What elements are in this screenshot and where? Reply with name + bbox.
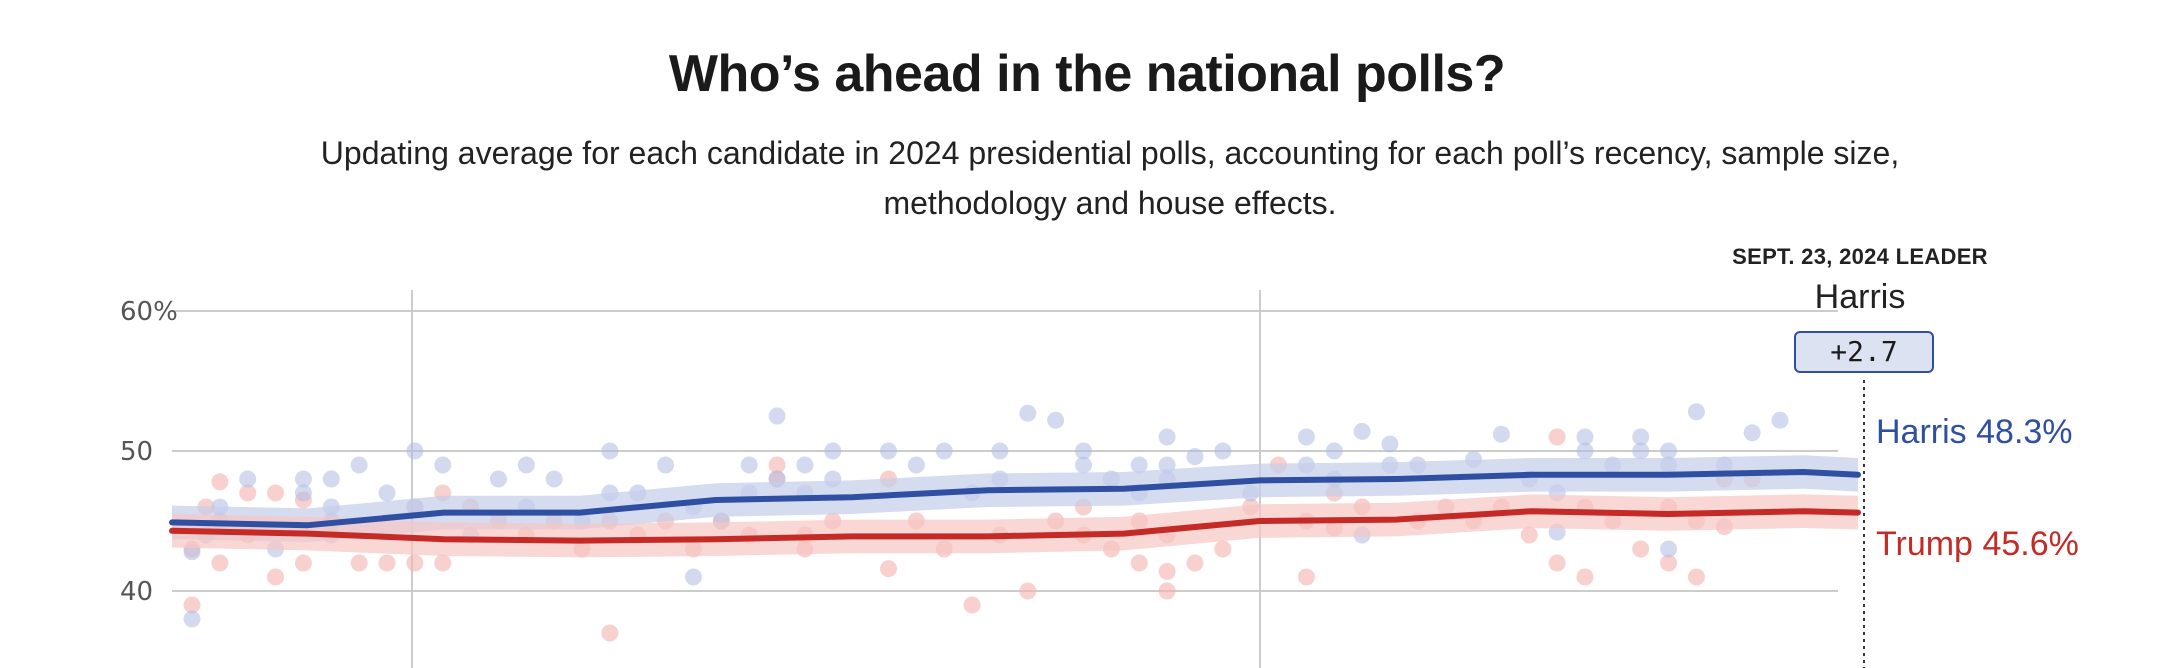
trump-poll-dot bbox=[183, 596, 201, 614]
trump-poll-dot bbox=[406, 554, 424, 572]
trump-poll-dot bbox=[1297, 568, 1315, 586]
trump-poll-dot bbox=[601, 624, 619, 642]
harris-poll-dot bbox=[1771, 411, 1789, 429]
harris-poll-dot bbox=[1576, 442, 1594, 460]
harris-poll-dot bbox=[183, 610, 201, 628]
harris-poll-dot bbox=[1632, 442, 1650, 460]
harris-poll-dot bbox=[991, 442, 1009, 460]
leader-name: Harris bbox=[1814, 278, 1906, 316]
trump-poll-dot bbox=[294, 554, 312, 572]
harris-poll-dot bbox=[1353, 422, 1371, 440]
harris-poll-dot bbox=[489, 470, 507, 488]
trump-poll-dot bbox=[963, 596, 981, 614]
trump-poll-dot bbox=[1687, 568, 1705, 586]
harris-poll-dot bbox=[935, 442, 953, 460]
harris-poll-dot bbox=[1687, 403, 1705, 421]
trump-poll-dot bbox=[1186, 554, 1204, 572]
harris-poll-dot bbox=[239, 470, 257, 488]
trump-poll-dot bbox=[1632, 540, 1650, 558]
harris-poll-dot bbox=[1660, 540, 1678, 558]
trump-poll-dot bbox=[378, 554, 396, 572]
harris-poll-dot bbox=[406, 442, 424, 460]
harris-poll-dot bbox=[1075, 456, 1093, 474]
harris-poll-dot bbox=[796, 456, 814, 474]
average-lines bbox=[169, 469, 1861, 544]
harris-end-label: Harris 48.3% bbox=[1876, 413, 2073, 452]
harris-poll-dot bbox=[601, 442, 619, 460]
trump-poll-dot bbox=[1548, 554, 1566, 572]
harris-poll-dot bbox=[1047, 411, 1065, 429]
confidence-bands bbox=[172, 455, 1858, 558]
harris-poll-dot bbox=[350, 456, 368, 474]
y-tick-60: 60% bbox=[120, 297, 178, 327]
y-tick-labels: 60% 50 40 bbox=[120, 297, 178, 607]
trump-poll-dot bbox=[211, 554, 229, 572]
harris-poll-dot bbox=[1186, 448, 1204, 466]
harris-poll-dot bbox=[294, 484, 312, 502]
harris-poll-dot bbox=[740, 456, 758, 474]
harris-poll-dot bbox=[1632, 428, 1650, 446]
harris-poll-dot bbox=[1576, 428, 1594, 446]
trump-poll-dot bbox=[1520, 526, 1538, 544]
chart-title: Who’s ahead in the national polls? bbox=[668, 45, 1506, 103]
harris-poll-dot bbox=[879, 442, 897, 460]
trump-poll-dot bbox=[1158, 582, 1176, 600]
trump-poll-dot bbox=[434, 554, 452, 572]
y-tick-50: 50 bbox=[120, 437, 153, 467]
harris-poll-dot bbox=[1019, 404, 1037, 422]
trump-poll-dot bbox=[1548, 428, 1566, 446]
harris-poll-dot bbox=[684, 568, 702, 586]
trump-poll-dot bbox=[1019, 582, 1037, 600]
trump-poll-dot bbox=[1130, 554, 1148, 572]
trump-poll-dot bbox=[879, 560, 897, 578]
trump-end-label: Trump 45.6% bbox=[1876, 525, 2079, 564]
harris-end-value: 48.3% bbox=[1976, 413, 2073, 451]
leader-date-label: SEPT. 23, 2024 LEADER bbox=[1732, 244, 1988, 269]
trump-average-line bbox=[169, 508, 1861, 544]
harris-poll-dot bbox=[1075, 442, 1093, 460]
harris-poll-dot bbox=[294, 470, 312, 488]
trump-poll-dot bbox=[350, 554, 368, 572]
harris-poll-dot bbox=[1743, 424, 1761, 442]
trump-poll-dot bbox=[267, 568, 285, 586]
harris-poll-dot bbox=[824, 442, 842, 460]
harris-poll-dot bbox=[1214, 442, 1232, 460]
trump-poll-dot bbox=[1660, 554, 1678, 572]
trump-poll-dot bbox=[768, 456, 786, 474]
harris-poll-dot bbox=[1158, 428, 1176, 446]
harris-poll-dot bbox=[517, 456, 535, 474]
y-tick-40: 40 bbox=[120, 577, 153, 607]
harris-poll-dot bbox=[657, 456, 675, 474]
harris-poll-dot bbox=[322, 470, 340, 488]
harris-poll-dot bbox=[907, 456, 925, 474]
harris-poll-dot bbox=[434, 456, 452, 474]
harris-poll-dot bbox=[378, 484, 396, 502]
trump-poll-dot bbox=[211, 473, 229, 491]
trump-poll-dot bbox=[239, 484, 257, 502]
harris-poll-dot bbox=[1660, 442, 1678, 460]
trump-poll-dot bbox=[1158, 562, 1176, 580]
harris-poll-dot bbox=[1492, 425, 1510, 443]
harris-poll-dot bbox=[545, 470, 563, 488]
harris-poll-dot bbox=[1381, 435, 1399, 453]
harris-average-line bbox=[169, 469, 1861, 529]
leader-margin-badge: +2.7 bbox=[1794, 331, 1934, 373]
harris-poll-dot bbox=[1130, 456, 1148, 474]
harris-poll-dot bbox=[1325, 442, 1343, 460]
harris-end-name: Harris bbox=[1876, 413, 1967, 451]
harris-poll-dot bbox=[1297, 428, 1315, 446]
chart-subtitle: Updating average for each candidate in 2… bbox=[320, 135, 1900, 221]
trump-poll-dot bbox=[267, 484, 285, 502]
trump-poll-dot bbox=[1214, 540, 1232, 558]
harris-poll-dot bbox=[768, 407, 786, 425]
trump-end-value: 45.6% bbox=[1982, 525, 2079, 563]
trump-end-name: Trump bbox=[1876, 525, 1973, 563]
trump-poll-dot bbox=[1576, 568, 1594, 586]
